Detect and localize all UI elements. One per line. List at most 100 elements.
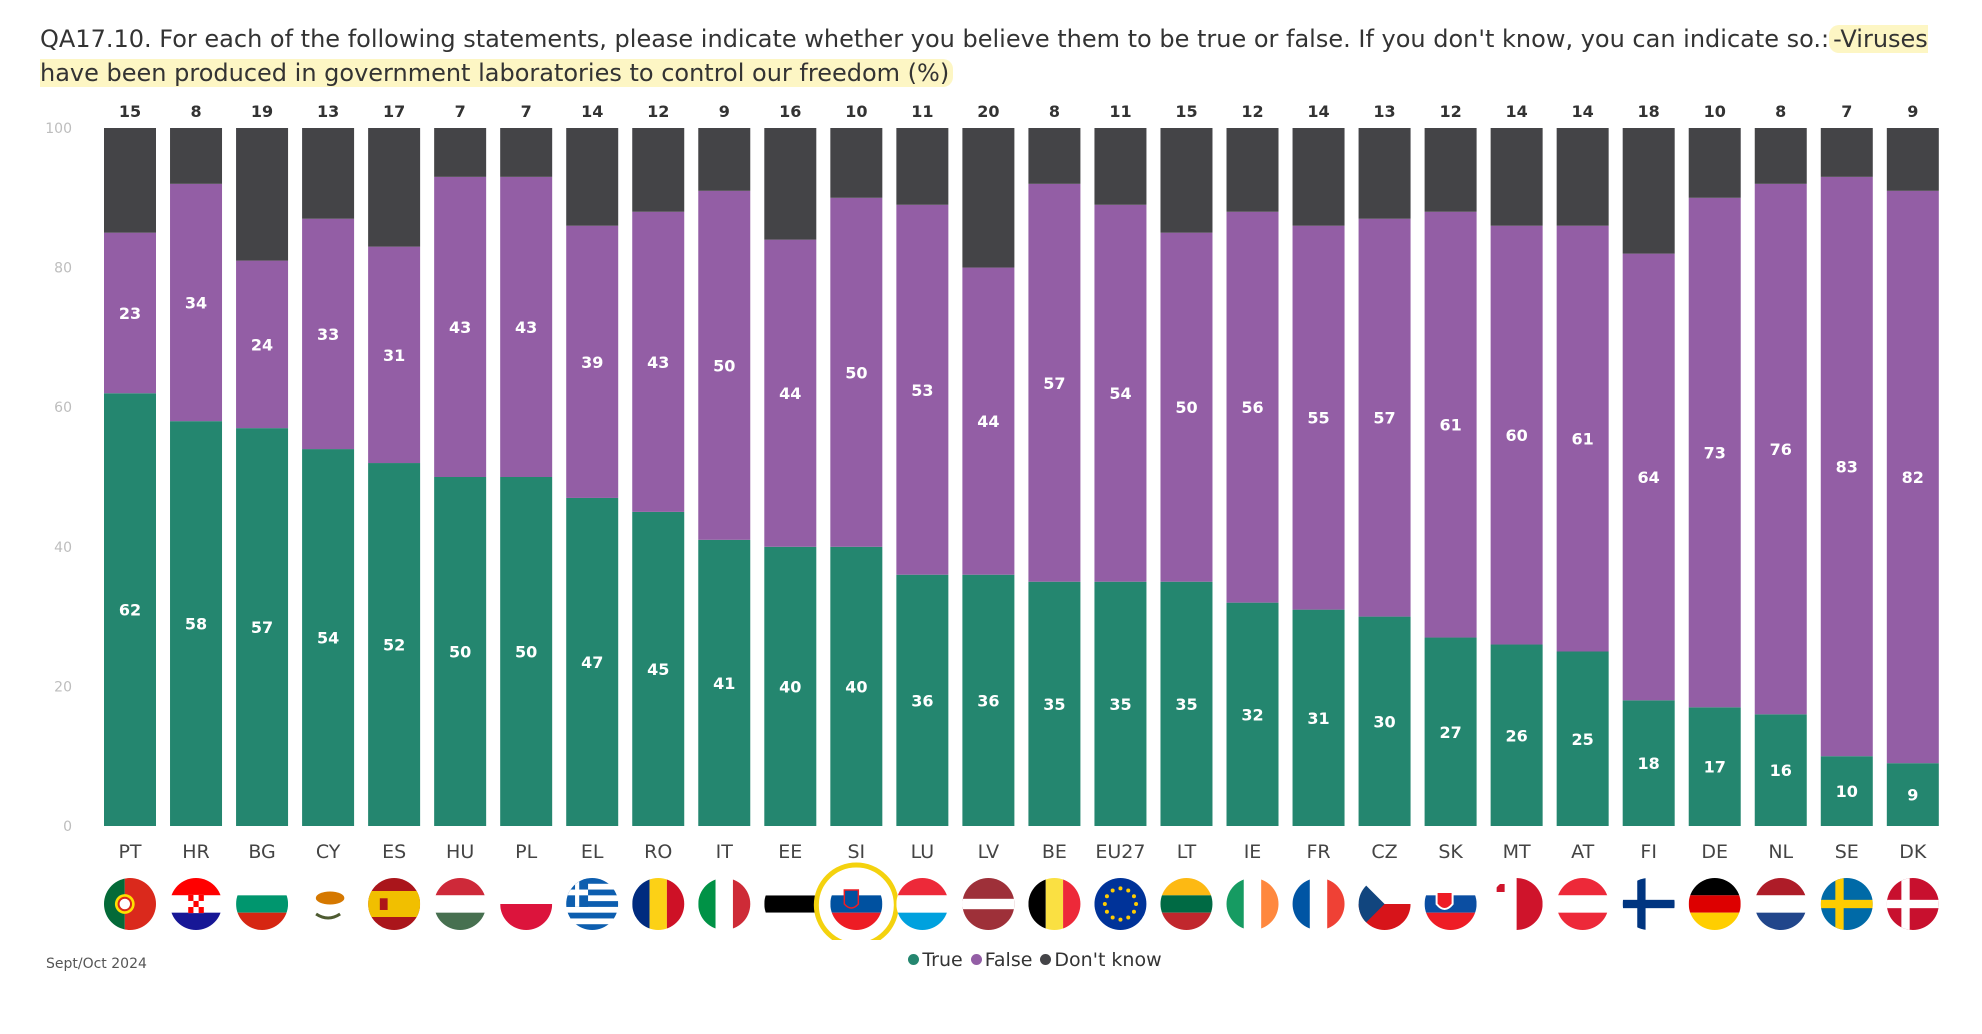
poland-flag-icon	[500, 878, 553, 930]
czechia-flag-icon	[1358, 878, 1411, 930]
y-tick-label: 60	[54, 400, 72, 416]
malta-flag-icon	[1490, 878, 1543, 930]
data-label-true: 45	[647, 660, 669, 679]
bar-false	[500, 176, 553, 478]
data-label-false: 76	[1770, 440, 1792, 459]
bar-group-cz	[1358, 128, 1411, 826]
data-label-false: 23	[119, 304, 141, 323]
bar-true	[1820, 756, 1873, 826]
data-label-false: 53	[911, 381, 933, 400]
bar-true	[1292, 609, 1345, 826]
data-label-true: 10	[1836, 782, 1858, 801]
data-label-false: 44	[779, 384, 801, 403]
bar-true	[434, 477, 487, 826]
data-label-true: 32	[1241, 705, 1263, 724]
bar-group-si	[830, 128, 883, 826]
x-tick-label: SK	[1438, 841, 1463, 863]
legend-swatch	[908, 954, 920, 965]
data-label-dont-know: 14	[1307, 102, 1329, 121]
bar-group-lu	[896, 128, 949, 826]
highlight-ring	[813, 862, 899, 940]
data-label-dont-know: 14	[1572, 102, 1594, 121]
italy-flag-icon	[698, 878, 751, 930]
data-label-dont-know: 19	[251, 102, 273, 121]
x-tick-label: RO	[644, 841, 672, 863]
bar-true	[1424, 637, 1477, 826]
bar-true	[1028, 581, 1081, 826]
x-tick-label: IT	[716, 841, 734, 863]
bar-group-es	[368, 128, 421, 826]
data-label-dont-know: 9	[719, 102, 730, 121]
bar-dont-know	[830, 128, 883, 198]
bar-group-hr	[170, 128, 223, 826]
bar-false	[1292, 225, 1345, 610]
data-label-false: 44	[977, 412, 999, 431]
data-label-true: 31	[1307, 709, 1329, 728]
bar-dont-know	[1622, 128, 1675, 254]
greece-flag-icon	[566, 878, 619, 930]
bar-group-lv	[962, 128, 1015, 826]
data-label-true: 27	[1439, 723, 1461, 742]
lithuania-flag-icon	[1160, 878, 1213, 930]
spain-flag-icon	[368, 878, 421, 930]
bar-dont-know	[896, 128, 949, 205]
legend-label: Don't know	[1054, 949, 1162, 971]
data-label-true: 40	[779, 677, 801, 696]
bar-false	[962, 267, 1015, 575]
data-label-dont-know: 15	[1175, 102, 1197, 121]
data-label-false: 39	[581, 353, 603, 372]
x-tick-label: HR	[182, 841, 210, 863]
x-tick-label: AT	[1571, 841, 1595, 863]
bar-false	[632, 211, 685, 512]
data-label-false: 55	[1307, 409, 1329, 428]
bar-true	[104, 393, 156, 826]
data-label-true: 36	[977, 691, 999, 710]
data-label-dont-know: 14	[581, 102, 603, 121]
legend-item: False	[970, 949, 1032, 971]
data-label-true: 62	[119, 601, 141, 620]
germany-flag-icon	[1688, 878, 1741, 930]
bar-dont-know	[302, 128, 355, 219]
bar-true	[236, 428, 289, 826]
bar-false	[1490, 225, 1543, 645]
data-label-true: 16	[1770, 761, 1792, 780]
slovakia-flag-icon	[1424, 878, 1477, 930]
x-tick-label: BG	[248, 841, 275, 863]
denmark-flag-icon	[1886, 878, 1939, 930]
bar-true	[764, 546, 817, 826]
data-label-false: 61	[1572, 430, 1594, 449]
y-tick-label: 80	[54, 261, 72, 277]
bar-false	[566, 225, 619, 498]
x-tick-label: HU	[446, 841, 474, 863]
bar-false	[1754, 183, 1807, 715]
bar-false	[1358, 218, 1411, 617]
data-label-false: 61	[1439, 416, 1461, 435]
bar-dont-know	[1358, 128, 1411, 219]
bar-dont-know	[434, 128, 487, 177]
bar-group-pl	[500, 128, 553, 826]
x-tick-label: NL	[1768, 841, 1793, 863]
bar-false	[1094, 204, 1147, 582]
data-label-dont-know: 14	[1505, 102, 1527, 121]
legend-item: True	[908, 949, 963, 971]
x-tick-label: EL	[581, 841, 604, 863]
data-label-false: 50	[713, 356, 735, 375]
bar-false	[830, 197, 883, 547]
data-label-dont-know: 11	[1109, 102, 1131, 121]
netherlands-flag-icon	[1754, 878, 1807, 930]
data-label-false: 73	[1704, 444, 1726, 463]
legend-swatch	[1040, 954, 1052, 965]
x-tick-label: FI	[1640, 841, 1657, 863]
data-label-dont-know: 8	[1775, 102, 1786, 121]
survey-date: Sept/Oct 2024	[46, 956, 147, 972]
bar-group-fr	[1292, 128, 1345, 826]
bar-false	[1556, 225, 1609, 652]
bar-dont-know	[1226, 128, 1279, 212]
data-label-false: 57	[1373, 409, 1395, 428]
cyprus-flag-icon	[302, 878, 355, 930]
x-tick-label: LT	[1177, 841, 1197, 863]
bar-true	[962, 574, 1015, 826]
data-label-false: 64	[1638, 468, 1660, 487]
bar-group-pt	[104, 128, 156, 826]
data-label-true: 26	[1505, 726, 1527, 745]
